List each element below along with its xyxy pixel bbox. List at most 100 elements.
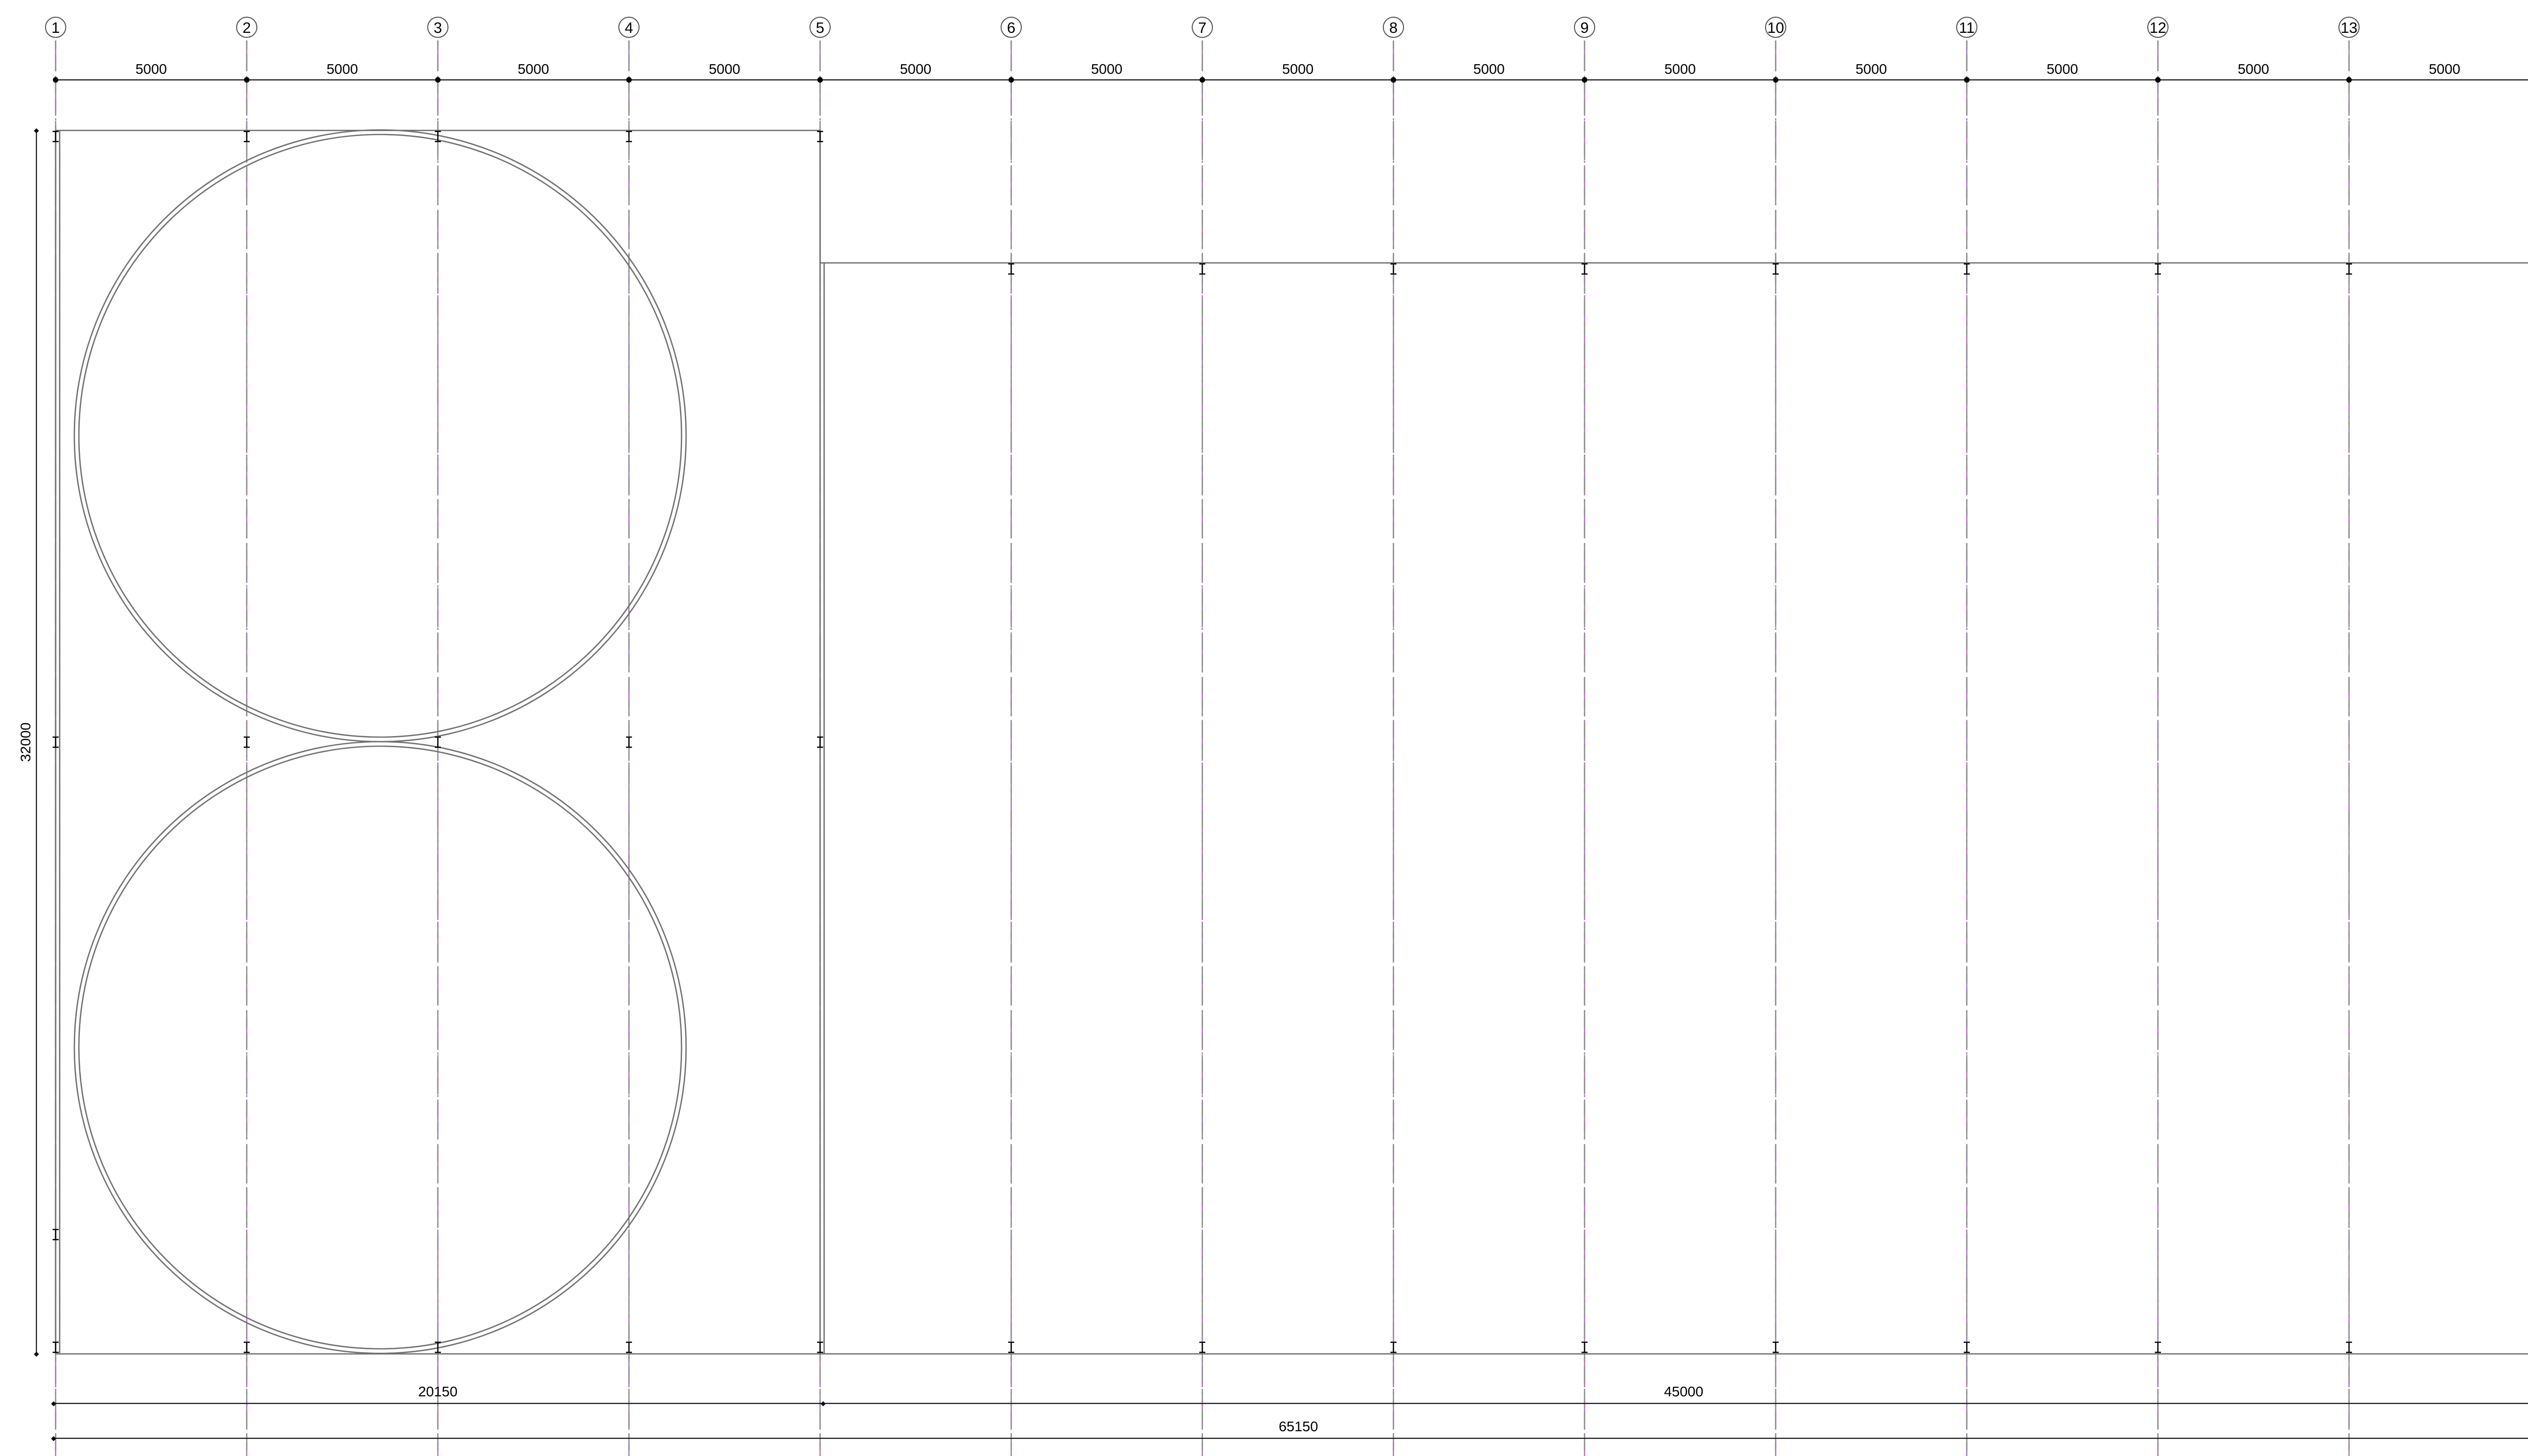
column-marker [626, 1341, 632, 1353]
grid-bubble-1 [45, 17, 66, 38]
top-dimension-label: 5000 [2238, 61, 2269, 77]
dimension-dot [1773, 77, 1779, 83]
top-dimension-chain: 5000 5000 5000 5000 5000 5000 5000 5000 5000 5000… [53, 61, 2528, 83]
grid-bubble-3 [427, 17, 448, 38]
column-marker [1199, 1341, 1205, 1353]
grid-bubble-label: 4 [625, 20, 634, 36]
grid-bubble-label: 12 [2149, 20, 2166, 36]
column-marker [817, 130, 823, 143]
dimension-dot [435, 77, 441, 83]
tank-2-outer [73, 741, 687, 1354]
top-dimension-label: 5000 [1473, 61, 1505, 77]
column-marker [435, 130, 441, 143]
grid-bubble-label: 1 [52, 20, 60, 36]
bottom-dimension-chains: 20150 45000 65150 [51, 1384, 2528, 1441]
column-marker [626, 130, 632, 143]
grid-bubble-5 [809, 17, 831, 38]
column-marker [2155, 1341, 2161, 1353]
top-dimension-label: 5000 [2047, 61, 2078, 77]
grid-bubble-label: 5 [816, 20, 825, 36]
grid-bubble-label: 6 [1007, 20, 1016, 36]
dimension-dot [1582, 77, 1588, 83]
column-marker [53, 130, 59, 143]
bottom-dimension-overall-label: 65150 [1279, 1419, 1318, 1434]
column-marker [1390, 1341, 1396, 1353]
grid-bubbles: 1234567891011121314 [45, 17, 2360, 38]
column-markers [53, 130, 2352, 1353]
column-marker [244, 736, 250, 748]
vertical-dimension-label: 32000 [18, 722, 33, 762]
column-marker [1964, 1341, 1970, 1353]
grid-bubble-11 [1956, 17, 1977, 38]
column-marker [1008, 263, 1014, 275]
vertical-dimension: 32000 [18, 128, 39, 1357]
grid-bubble-8 [1383, 17, 1404, 38]
grid-bubble-label: 13 [2340, 20, 2357, 36]
column-marker [817, 1341, 823, 1353]
column-marker [1773, 263, 1779, 275]
grid-bubble-7 [1192, 17, 1213, 38]
grid-bubble-label: 2 [243, 20, 251, 36]
grid-bubble-label: 7 [1198, 20, 1207, 36]
top-dimension-label: 5000 [136, 61, 167, 77]
column-marker [1008, 1341, 1014, 1353]
top-dimension-label: 5000 [518, 61, 549, 77]
grid-bubble-label: 9 [1581, 20, 1589, 36]
column-marker [1199, 263, 1205, 275]
top-dimension-label: 5000 [2429, 61, 2460, 77]
dimension-dot [1390, 77, 1396, 83]
column-marker [1582, 263, 1588, 275]
column-marker [435, 736, 441, 748]
bottom-dimension-right-label: 45000 [1664, 1384, 1703, 1399]
column-marker [53, 1341, 59, 1353]
column-marker [2346, 263, 2352, 275]
tank-1-inner [78, 133, 683, 738]
top-dimension-label: 5000 [709, 61, 740, 77]
dimension-dot [2346, 77, 2352, 83]
top-dimension-label: 5000 [1091, 61, 1122, 77]
dimension-dot [2155, 77, 2161, 83]
grid-bubble-9 [1574, 17, 1595, 38]
grid-bubble-12 [2147, 17, 2169, 38]
dimension-dot [244, 77, 250, 83]
top-dimension-label: 5000 [900, 61, 931, 77]
column-marker [1390, 263, 1396, 275]
top-dimension-label: 5000 [1282, 61, 1314, 77]
bottom-dimension-left-label: 20150 [418, 1384, 458, 1399]
dimension-tick [821, 1401, 826, 1406]
dimension-dot [1964, 77, 1970, 83]
column-marker [1773, 1341, 1779, 1353]
dimension-dot [1199, 77, 1205, 83]
circular-tanks [73, 129, 687, 1354]
dimension-dot [626, 77, 632, 83]
column-marker [2155, 263, 2161, 275]
column-marker [244, 130, 250, 143]
tank-2-inner [78, 745, 683, 1350]
top-dimension-label: 5000 [1856, 61, 1887, 77]
grid-bubble-10 [1765, 17, 1786, 38]
grid-bubble-label: 3 [434, 20, 442, 36]
top-dimension-label: 5000 [327, 61, 358, 77]
grid-bubble-label: 11 [1959, 20, 1974, 36]
column-marker [53, 1228, 59, 1241]
grid-bubble-4 [618, 17, 640, 38]
grid-bubble-2 [236, 17, 257, 38]
column-marker [244, 1341, 250, 1353]
dimension-tick [34, 128, 39, 133]
grid-bubble-label: 10 [1767, 20, 1784, 36]
column-marker [53, 736, 59, 748]
column-marker [2346, 1341, 2352, 1353]
dimension-dot [817, 77, 823, 83]
grid-bubble-13 [2338, 17, 2360, 38]
column-marker [626, 736, 632, 748]
top-dimension-label: 5000 [1664, 61, 1696, 77]
grid-bubble-6 [1001, 17, 1022, 38]
grid-bubble-label: 8 [1389, 20, 1398, 36]
dimension-dot [53, 77, 59, 83]
dimension-dot [1008, 77, 1014, 83]
column-marker [817, 736, 823, 748]
column-marker [435, 1341, 441, 1353]
column-marker [1964, 263, 1970, 275]
